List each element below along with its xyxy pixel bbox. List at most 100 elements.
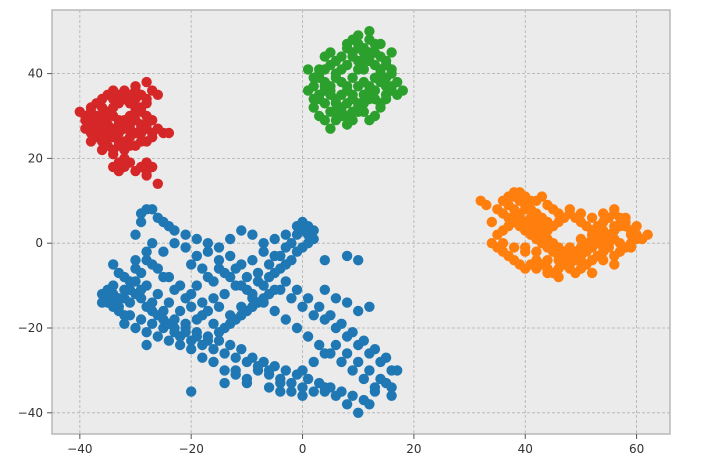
scatter-point — [364, 301, 375, 312]
scatter-point — [225, 339, 236, 351]
scatter-point — [353, 38, 364, 50]
scatter-point — [625, 242, 637, 253]
scatter-point — [358, 76, 369, 88]
scatter-point — [219, 348, 230, 359]
scatter-point — [197, 352, 208, 363]
scatter-point — [319, 386, 330, 397]
scatter-point — [575, 233, 587, 245]
scatter-point — [341, 43, 353, 54]
scatter-point — [208, 356, 219, 368]
scatter-point — [147, 204, 158, 215]
scatter-point — [180, 242, 191, 253]
scatter-point — [280, 365, 291, 376]
scatter-point — [219, 288, 230, 300]
scatter-point — [269, 233, 280, 245]
scatter-point — [119, 293, 130, 304]
scatter-point — [308, 310, 319, 321]
scatter-point — [169, 238, 180, 249]
scatter-point — [302, 229, 314, 240]
scatter-point — [186, 344, 197, 355]
scatter-point — [598, 255, 609, 266]
scatter-point — [213, 335, 225, 346]
x-tick-label: 40 — [518, 442, 533, 456]
scatter-point — [330, 72, 342, 84]
scatter-point — [263, 365, 275, 376]
scatter-point — [219, 365, 230, 376]
scatter-point — [586, 267, 598, 279]
scatter-point — [609, 221, 620, 232]
scatter-point — [208, 344, 219, 355]
scatter-point — [113, 267, 125, 279]
scatter-point — [80, 115, 91, 126]
scatter-point — [186, 301, 197, 312]
scatter-point — [325, 47, 336, 58]
scatter-point — [141, 93, 152, 105]
scatter-point — [575, 255, 587, 266]
scatter-point — [319, 284, 330, 295]
scatter-point — [291, 284, 303, 295]
scatter-point — [130, 165, 141, 177]
scatter-point — [147, 259, 158, 270]
scatter-point — [163, 335, 175, 346]
scatter-point — [191, 314, 202, 325]
y-tick-label: 40 — [28, 67, 43, 81]
scatter-point — [147, 318, 158, 329]
scatter-point — [314, 64, 325, 75]
scatter-point — [358, 373, 369, 385]
scatter-point — [247, 229, 258, 240]
scatter-point — [486, 216, 497, 228]
scatter-point — [280, 276, 291, 287]
scatter-point — [202, 246, 214, 257]
scatter-point — [174, 339, 186, 351]
scatter-point — [364, 365, 375, 376]
scatter-point — [108, 93, 119, 105]
scatter-point — [386, 390, 397, 401]
scatter-point — [380, 89, 392, 101]
scatter-point — [308, 356, 319, 368]
scatter-point — [130, 322, 141, 334]
scatter-point — [586, 229, 598, 240]
scatter-point — [325, 310, 336, 321]
series-2-points — [302, 26, 408, 134]
scatter-point — [369, 59, 381, 71]
scatter-point — [341, 119, 353, 130]
scatter-point — [258, 293, 269, 304]
scatter-point — [191, 280, 202, 291]
x-tick-label: 60 — [629, 442, 644, 456]
scatter-point — [247, 301, 258, 312]
scatter-point — [369, 344, 381, 355]
scatter-point — [347, 89, 358, 101]
scatter-point — [308, 93, 319, 105]
scatter-point — [108, 110, 119, 122]
scatter-point — [302, 293, 314, 304]
scatter-point — [536, 191, 548, 202]
scatter-point — [252, 361, 264, 372]
scatter-point — [141, 327, 152, 338]
axes: −40 −20 0 20 40 60 −40 −20 0 20 40 — [18, 67, 645, 456]
scatter-point — [241, 356, 253, 368]
scatter-point — [180, 229, 191, 240]
scatter-point — [197, 297, 208, 308]
scatter-point — [113, 136, 125, 147]
scatter-point — [341, 297, 353, 308]
scatter-point — [286, 377, 297, 389]
scatter-point — [236, 310, 247, 321]
scatter-point — [609, 250, 620, 262]
x-tick-label: 0 — [299, 442, 307, 456]
scatter-point — [202, 335, 214, 346]
scatter-point — [330, 293, 342, 304]
scatter-point — [119, 318, 130, 329]
scatter-point — [169, 225, 180, 236]
scatter-point — [336, 356, 347, 368]
scatter-point — [180, 293, 191, 304]
scatter-point — [208, 276, 219, 287]
scatter-point — [96, 127, 108, 139]
scatter-point — [308, 386, 319, 397]
scatter-point — [336, 64, 347, 75]
scatter-point — [247, 255, 258, 266]
scatter-point — [353, 356, 364, 368]
scatter-point — [141, 246, 152, 257]
scatter-point — [263, 382, 275, 393]
scatter-point — [108, 149, 119, 160]
scatter-point — [503, 221, 514, 232]
